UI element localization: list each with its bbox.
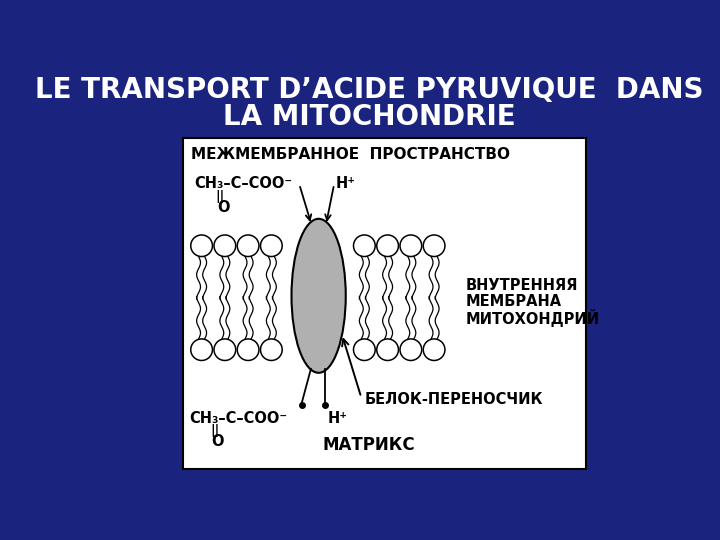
Text: LA MITOCHONDRIE: LA MITOCHONDRIE [222,103,516,131]
Circle shape [377,235,398,256]
Circle shape [238,235,259,256]
Text: ВНУТРЕННЯЯ: ВНУТРЕННЯЯ [466,279,578,293]
Circle shape [191,339,212,361]
Circle shape [377,339,398,361]
Text: LE TRANSPORT D’ACIDE PYRUVIQUE  DANS: LE TRANSPORT D’ACIDE PYRUVIQUE DANS [35,76,703,104]
Circle shape [423,339,445,361]
Circle shape [191,235,212,256]
Circle shape [400,339,422,361]
Text: H⁺: H⁺ [336,177,356,192]
Text: МЕЖМЕМБРАННОЕ  ПРОСТРАНСТВО: МЕЖМЕМБРАННОЕ ПРОСТРАНСТВО [191,147,510,162]
Text: O: O [212,434,224,449]
Bar [183,138,586,469]
Circle shape [214,235,235,256]
Text: O: O [217,200,230,214]
Text: ||: || [210,424,220,437]
Circle shape [214,339,235,361]
Text: H⁺: H⁺ [328,411,348,426]
Text: МАТРИКС: МАТРИКС [323,436,415,454]
Text: МЕМБРАНА: МЕМБРАНА [466,294,562,309]
Circle shape [354,235,375,256]
Text: ||: || [215,190,225,202]
Text: CH₃–C–COO⁻: CH₃–C–COO⁻ [194,177,293,192]
Circle shape [423,235,445,256]
Ellipse shape [292,219,346,373]
Circle shape [354,339,375,361]
Circle shape [400,235,422,256]
Text: БЕЛОК-ПЕРЕНОСЧИК: БЕЛОК-ПЕРЕНОСЧИК [365,392,544,407]
Circle shape [261,235,282,256]
Text: CH₃–C–COO⁻: CH₃–C–COO⁻ [189,411,287,426]
Text: МИТОХОНДРИЙ: МИТОХОНДРИЙ [466,309,600,327]
Circle shape [261,339,282,361]
Circle shape [238,339,259,361]
